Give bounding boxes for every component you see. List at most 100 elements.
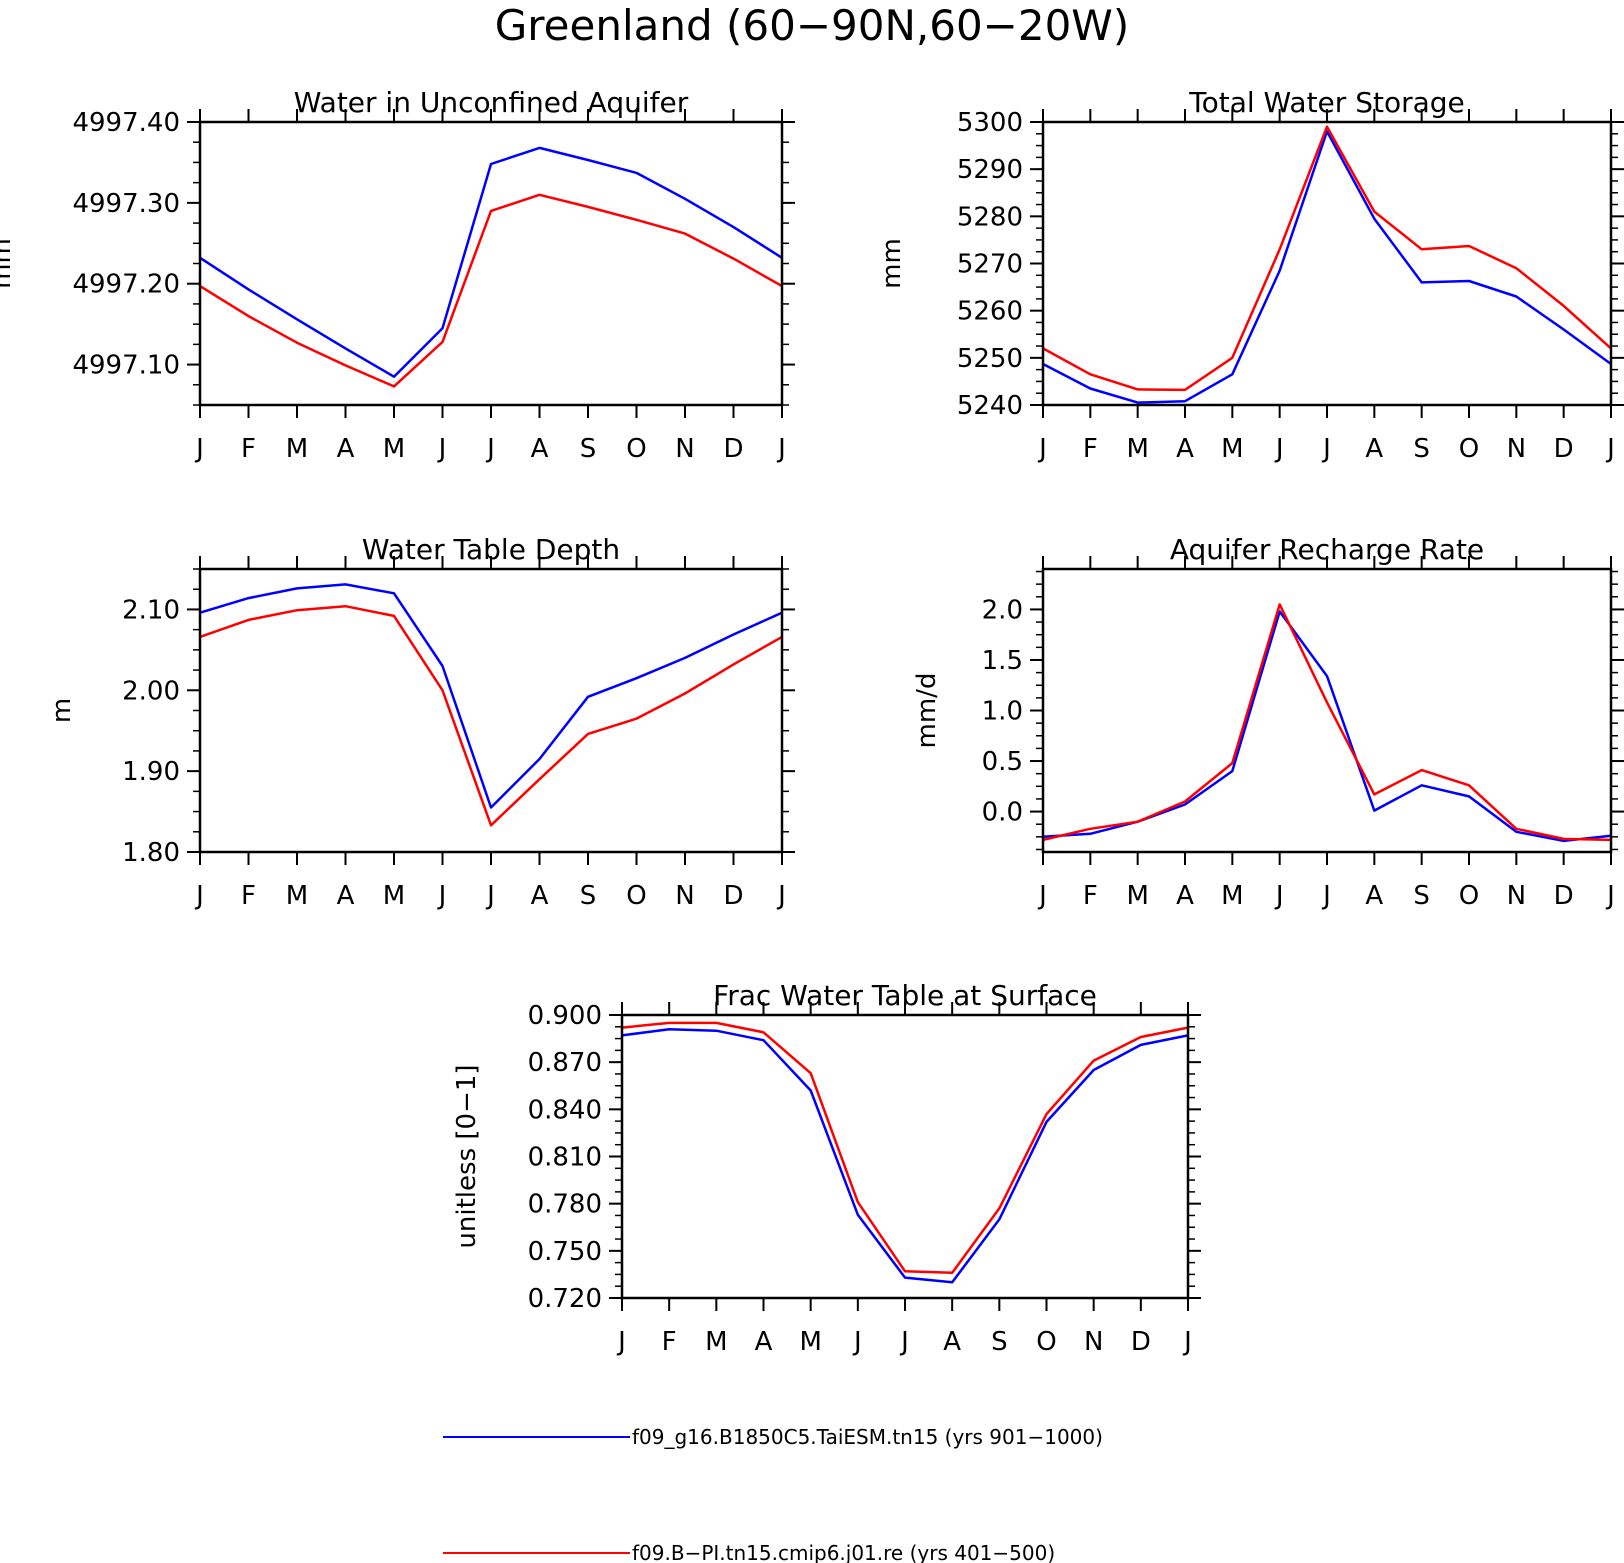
x-tick-label: M bbox=[1126, 881, 1148, 911]
y-tick-label: 1.90 bbox=[122, 757, 180, 787]
x-tick-label: D bbox=[723, 434, 743, 464]
y-tick-label: 4997.10 bbox=[72, 351, 180, 381]
plot-frame bbox=[1041, 567, 1613, 854]
y-tick-label: 2.00 bbox=[122, 676, 180, 706]
x-tick-label: A bbox=[1176, 434, 1194, 464]
x-tick-label: N bbox=[675, 434, 694, 464]
x-tick-label: J bbox=[1182, 1327, 1192, 1357]
x-tick-label: A bbox=[1365, 881, 1383, 911]
y-tick-label: 4997.40 bbox=[72, 108, 180, 138]
x-tick-label: A bbox=[337, 881, 355, 911]
x-tick-label: A bbox=[531, 881, 549, 911]
series-line-red bbox=[199, 604, 783, 827]
y-tick-label: 1.80 bbox=[122, 838, 180, 868]
y-tick-label: 1.0 bbox=[982, 697, 1023, 727]
y-tick-label: 0.0 bbox=[982, 798, 1023, 828]
x-tick-label: J bbox=[1605, 434, 1615, 464]
x-tick-label: J bbox=[485, 881, 495, 911]
x-tick-label: J bbox=[194, 434, 204, 464]
x-tick-label: S bbox=[1413, 881, 1430, 911]
x-tick-label: J bbox=[437, 881, 447, 911]
x-tick-label: F bbox=[662, 1327, 677, 1357]
x-tick-label: A bbox=[531, 434, 549, 464]
x-tick-label: A bbox=[943, 1327, 961, 1357]
legend-label-blue: f09_g16.B1850C5.TaiESM.tn15 (yrs 901−100… bbox=[632, 1425, 1103, 1449]
x-tick-label: F bbox=[241, 881, 256, 911]
x-tick-label: J bbox=[1605, 881, 1615, 911]
x-tick-label: F bbox=[1083, 881, 1098, 911]
x-tick-label: S bbox=[580, 434, 597, 464]
x-tick-label: J bbox=[1321, 881, 1331, 911]
x-tick-label: J bbox=[485, 434, 495, 464]
x-tick-label: N bbox=[675, 881, 694, 911]
series-line-red bbox=[1042, 603, 1612, 842]
y-tick-label: 4997.30 bbox=[72, 189, 180, 219]
y-tick-label: 5300 bbox=[957, 108, 1023, 138]
x-tick-label: D bbox=[1554, 434, 1574, 464]
x-tick-label: S bbox=[580, 881, 597, 911]
x-tick-label: A bbox=[1365, 434, 1383, 464]
legend-label-red: f09.B−PI.tn15.cmip6.j01.re (yrs 401−500) bbox=[632, 1541, 1055, 1563]
x-tick-label: J bbox=[1274, 434, 1284, 464]
x-tick-label: J bbox=[1037, 881, 1047, 911]
plot-frame bbox=[198, 120, 784, 407]
plot-frame bbox=[198, 567, 784, 854]
y-tick-label: 0.840 bbox=[528, 1095, 602, 1125]
y-tick-label: 1.5 bbox=[982, 646, 1023, 676]
y-axis-label: unitless [0−1] bbox=[452, 1064, 482, 1248]
x-tick-label: D bbox=[723, 881, 743, 911]
x-tick-label: M bbox=[383, 434, 405, 464]
x-tick-label: A bbox=[1176, 881, 1194, 911]
series-line-blue bbox=[1042, 610, 1612, 843]
figure-title: Greenland (60−90N,60−20W) bbox=[495, 1, 1129, 50]
x-tick-label: J bbox=[776, 434, 786, 464]
x-tick-label: O bbox=[626, 434, 646, 464]
x-tick-label: J bbox=[899, 1327, 909, 1357]
series-line-red bbox=[199, 193, 783, 388]
x-tick-label: M bbox=[799, 1327, 821, 1357]
x-tick-label: N bbox=[1084, 1327, 1103, 1357]
y-tick-label: 2.10 bbox=[122, 595, 180, 625]
x-tick-label: M bbox=[1221, 434, 1243, 464]
x-tick-label: N bbox=[1507, 881, 1526, 911]
y-tick-label: 0.750 bbox=[528, 1237, 602, 1267]
x-tick-label: O bbox=[1459, 434, 1479, 464]
x-tick-label: F bbox=[241, 434, 256, 464]
x-tick-label: S bbox=[991, 1327, 1008, 1357]
plot-frame bbox=[1041, 120, 1613, 407]
x-tick-label: O bbox=[1459, 881, 1479, 911]
x-tick-label: O bbox=[626, 881, 646, 911]
y-tick-label: 4997.20 bbox=[72, 270, 180, 300]
y-axis-label: m bbox=[47, 698, 77, 723]
x-tick-label: J bbox=[194, 881, 204, 911]
y-axis-label: mm bbox=[877, 238, 907, 289]
y-axis-label: mm/d bbox=[912, 673, 942, 749]
y-tick-label: 0.810 bbox=[528, 1143, 602, 1173]
x-tick-label: A bbox=[755, 1327, 773, 1357]
series-line-red bbox=[1042, 125, 1612, 392]
series-line-red bbox=[621, 1021, 1189, 1275]
x-tick-label: F bbox=[1083, 434, 1098, 464]
y-tick-label: 2.0 bbox=[982, 595, 1023, 625]
series-line-blue bbox=[1042, 130, 1612, 404]
x-tick-label: M bbox=[383, 881, 405, 911]
legend: f09_g16.B1850C5.TaiESM.tn15 (yrs 901−100… bbox=[443, 1425, 1103, 1563]
x-tick-label: S bbox=[1413, 434, 1430, 464]
y-tick-label: 0.780 bbox=[528, 1190, 602, 1220]
x-tick-label: J bbox=[852, 1327, 862, 1357]
series-line-blue bbox=[199, 583, 783, 809]
y-tick-label: 5270 bbox=[957, 250, 1023, 280]
x-tick-label: J bbox=[1321, 434, 1331, 464]
y-tick-label: 0.5 bbox=[982, 747, 1023, 777]
plot-frame bbox=[620, 1013, 1190, 1300]
y-tick-label: 0.900 bbox=[528, 1001, 602, 1031]
x-tick-label: D bbox=[1131, 1327, 1151, 1357]
x-tick-label: M bbox=[705, 1327, 727, 1357]
